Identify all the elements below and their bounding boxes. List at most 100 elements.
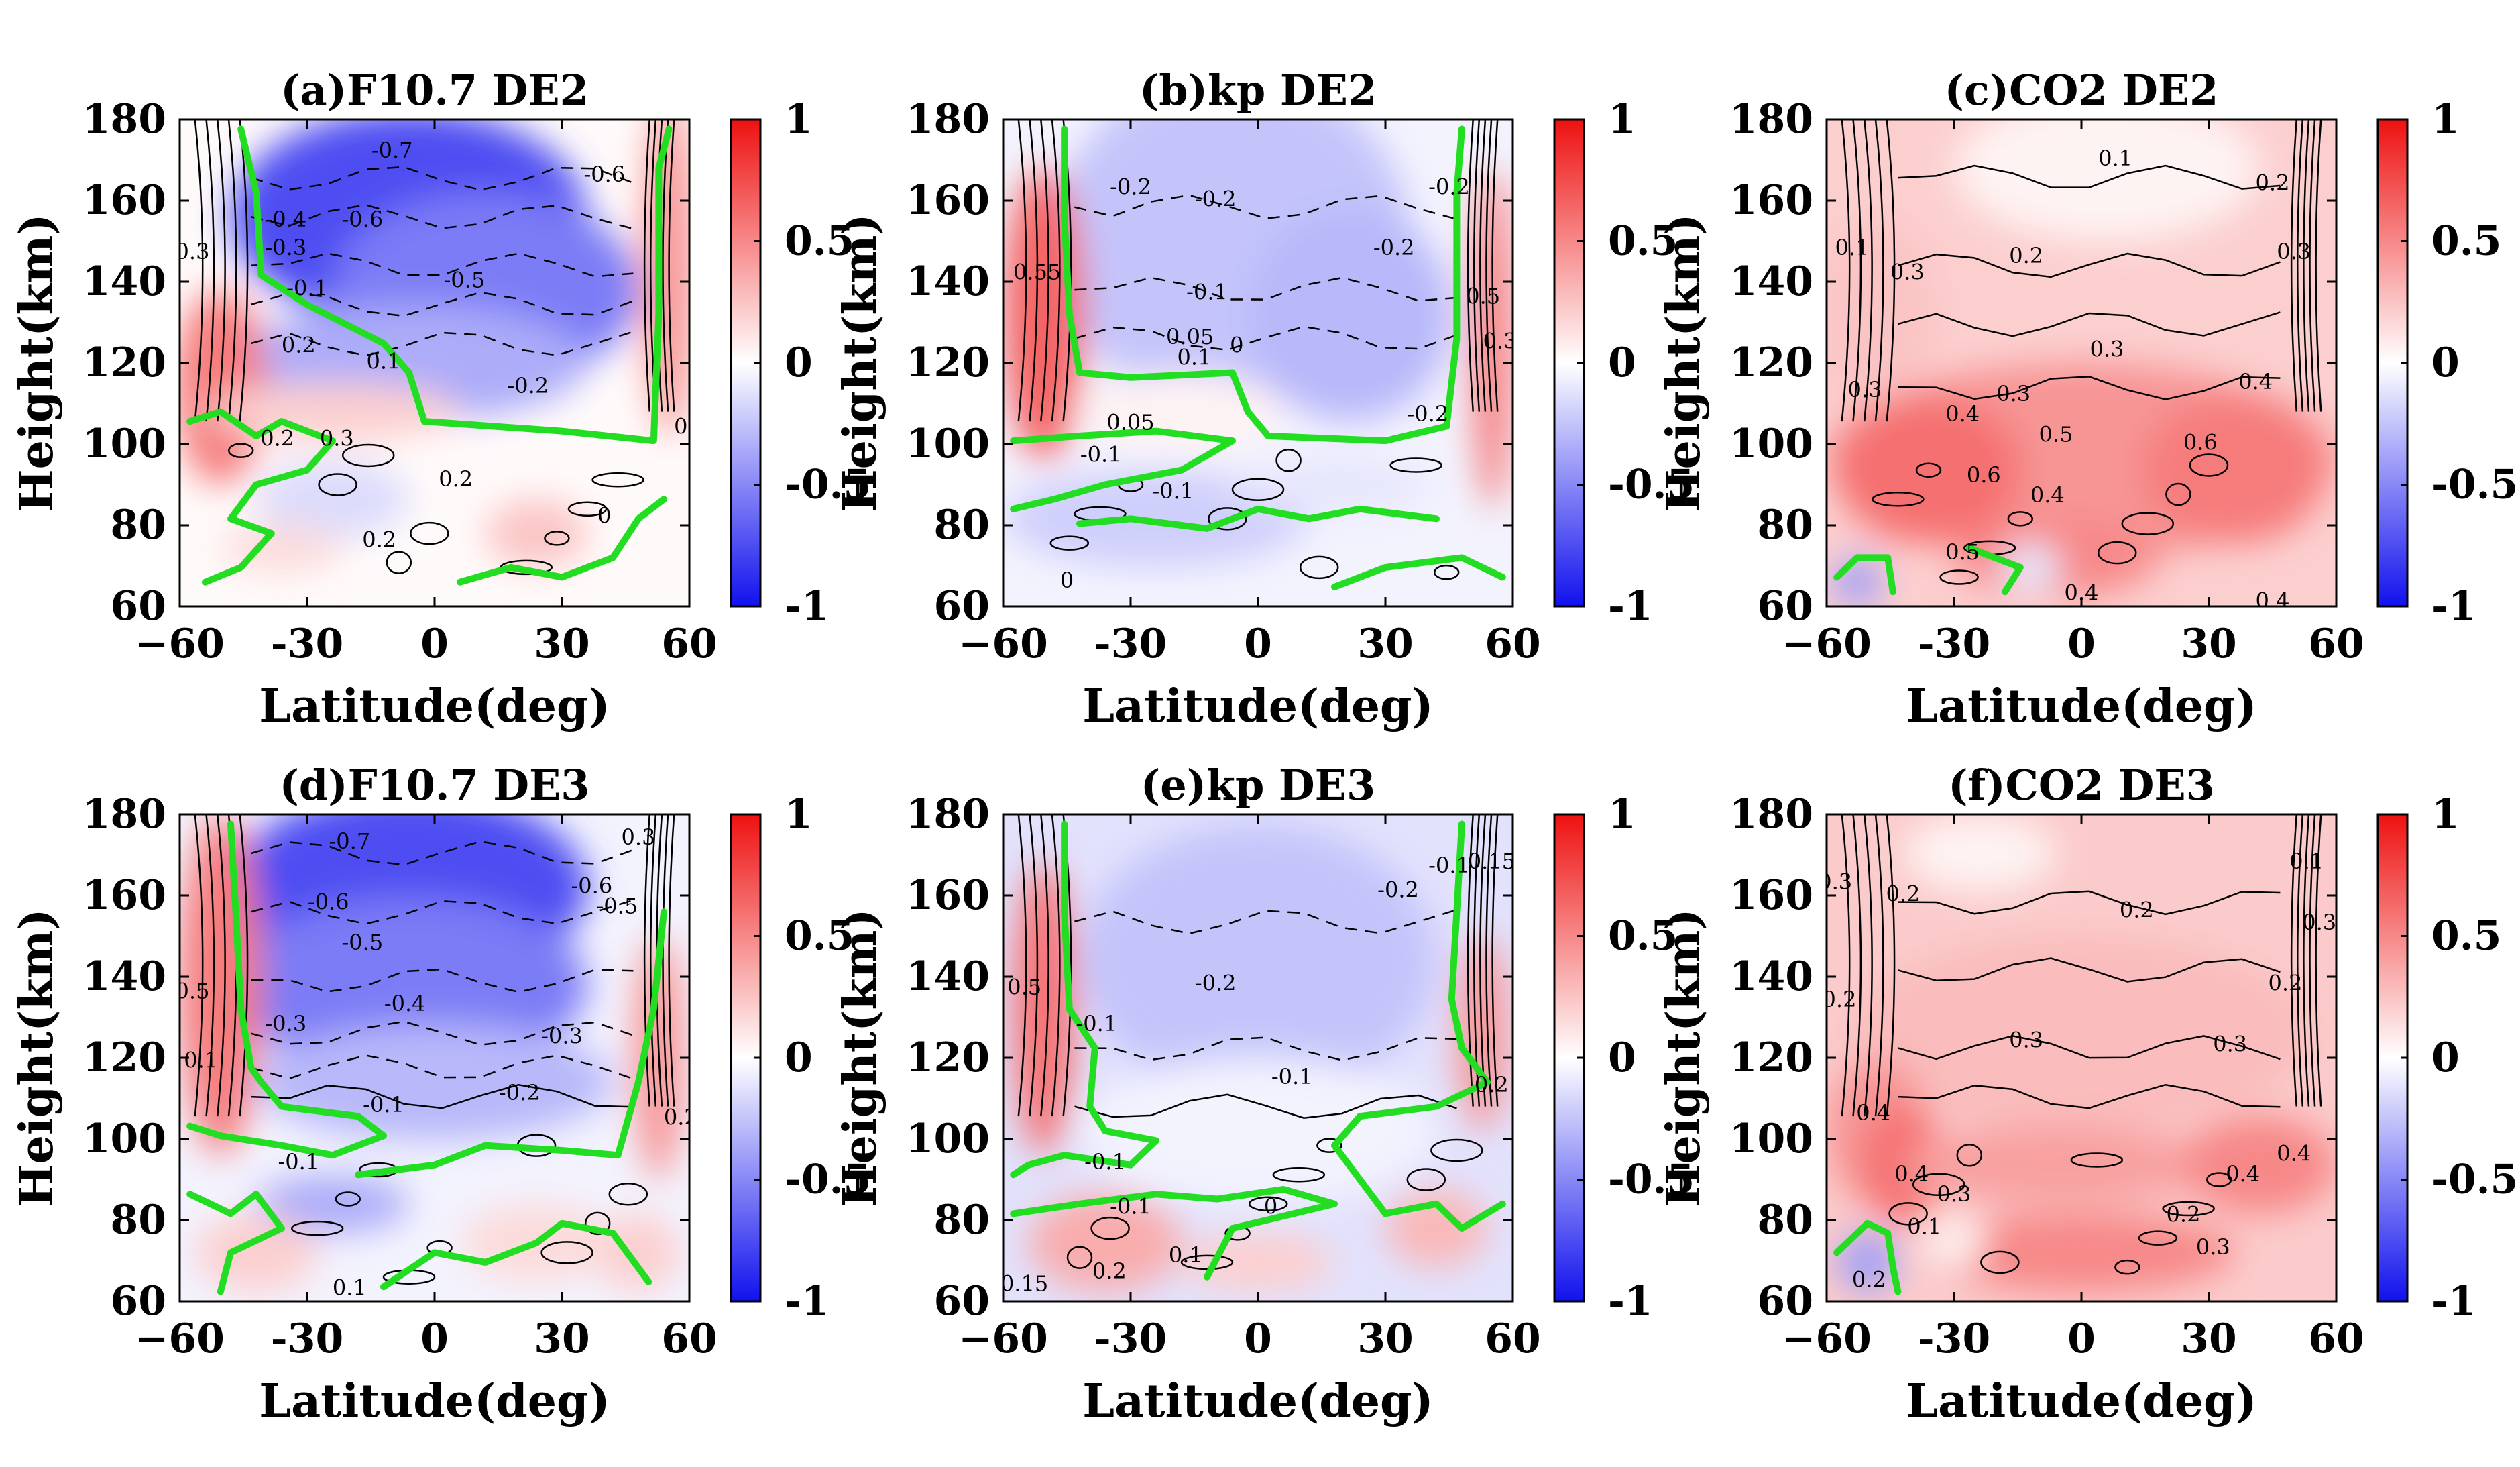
contour-label: 0.55 xyxy=(1013,259,1061,284)
colorbar-tick-label: 0.5 xyxy=(785,218,854,265)
contour-label: 0.1 xyxy=(1169,1242,1203,1268)
x-tick-label: -30 xyxy=(271,620,343,667)
contour-label: -0.1 xyxy=(1152,478,1194,504)
contour-label: 0.15 xyxy=(1000,1270,1048,1296)
colorbar-tick-label: 1 xyxy=(2431,791,2460,838)
x-axis-label: Latitude(deg) xyxy=(259,680,610,733)
contour-label: -0.5 xyxy=(443,268,485,293)
field-6: 0.1 0.2 0.3 0.2 0.3 0.2 0.2 0.3 0.3 0.4 0.4 0.3 0.4 0… xyxy=(1827,814,2336,1301)
x-tick-label: 60 xyxy=(661,1315,718,1362)
y-tick-label: 120 xyxy=(1729,339,1813,386)
contour-label: 0.2 xyxy=(260,425,294,451)
contour-label: 0.2 xyxy=(1092,1258,1127,1284)
x-tick-label: −60 xyxy=(958,1315,1048,1362)
contour-label: 0.1 xyxy=(2098,146,2132,171)
y-tick-label: 80 xyxy=(111,1197,167,1244)
contour-label: -0.5 xyxy=(596,893,638,919)
contour-label: -0.6 xyxy=(308,889,349,915)
y-tick-label: 120 xyxy=(906,1034,990,1081)
y-tick-label: 140 xyxy=(82,258,166,305)
colorbar-tick-label: 0 xyxy=(1608,339,1636,386)
colorbar-tick-label: -1 xyxy=(2431,583,2476,630)
colorbar-tick-label: -0.5 xyxy=(2431,1156,2518,1203)
contour-label: 0.2 xyxy=(439,466,473,492)
y-tick-label: 140 xyxy=(906,953,990,1000)
contour-label: -0.2 xyxy=(1407,401,1448,427)
y-axis-label: Height(km) xyxy=(834,213,887,512)
panel-2: -0.2 -0.2 -0.2-0.2-0.10.050.1 00.550.50.3-0… xyxy=(834,66,1695,733)
contour-label: 0.4 xyxy=(1856,1100,1890,1126)
y-tick-label: 100 xyxy=(82,1116,166,1162)
contour-label: -0.2 xyxy=(1373,235,1415,260)
contour-label: 0.4 xyxy=(2256,588,2290,613)
zero-contours-3 xyxy=(1833,544,2024,596)
contour-label: 0.2 xyxy=(2167,1201,2201,1227)
field-1: -0.7 -0.6 -0.6 -0.5 -0.4 -0.3 -0.1 -0.2 0.2 0.1 0.… xyxy=(176,119,689,606)
panel-6: 0.1 0.2 0.3 0.2 0.3 0.2 0.2 0.3 0.3 0.4 0.4 0.3 0.4 0… xyxy=(1657,761,2518,1428)
field-3: 0.1 0.2 0.1 0.3 0.2 0.3 0.3 0.3 0.3 0.4 0.4 0.5 0.6 0… xyxy=(1827,119,2336,613)
y-tick-label: 100 xyxy=(906,1116,990,1162)
contour-label: 0.3 xyxy=(2277,239,2311,264)
x-tick-label: −60 xyxy=(135,620,225,667)
x-tick-label: -30 xyxy=(1094,1315,1167,1362)
contour-label: 0.2 xyxy=(2120,898,2154,923)
x-tick-label: 0 xyxy=(1244,620,1272,667)
colorbar-tick-label: 1 xyxy=(785,96,813,143)
x-tick-label: -30 xyxy=(1918,1315,1990,1362)
contour-label: -0.4 xyxy=(265,207,306,232)
contour-label: 0.2 xyxy=(1475,1072,1509,1097)
colorbar-tick-label: -1 xyxy=(1608,1278,1653,1325)
y-tick-label: 140 xyxy=(82,953,166,1000)
contour-label: 0.3 xyxy=(2213,1031,2247,1056)
x-axis-label: Latitude(deg) xyxy=(1906,680,2256,733)
colorbar: 1 0.5 0 -0.5 -1 xyxy=(2376,96,2518,630)
y-axis-label: Height(km) xyxy=(834,908,887,1207)
contour-label: -0.3 xyxy=(541,1023,583,1048)
y-tick-label: 160 xyxy=(82,177,166,224)
panel-3: 0.1 0.2 0.1 0.3 0.2 0.3 0.3 0.3 0.3 0.4 0.4 0.5 0.6 0… xyxy=(1657,66,2518,733)
contour-label: 0.05 xyxy=(1166,324,1214,349)
colorbar-tick-label: 0 xyxy=(785,339,813,386)
contour-label: 0.4 xyxy=(1894,1161,1929,1187)
contour-label: -0.1 xyxy=(1110,1193,1151,1219)
colorbar-tick-label: -0.5 xyxy=(1608,461,1695,508)
colorbar-tick-label: 1 xyxy=(1608,96,1636,143)
y-tick-label: 160 xyxy=(1729,872,1813,919)
panel-5: -0.2-0.10.15-0.2-0.1-0.10.5-0.1-0.10.20.… xyxy=(834,761,1695,1428)
panel-title: (e)kp DE3 xyxy=(1141,761,1375,810)
y-tick-label: 180 xyxy=(1729,791,1813,838)
contour-label: 0.5 xyxy=(1466,284,1500,309)
colorbar: 1 0.5 0 -0.5 -1 xyxy=(1553,96,1695,630)
x-tick-label: 60 xyxy=(661,620,718,667)
colorbar-tick-label: 1 xyxy=(1608,791,1636,838)
contour-label: 0.3 xyxy=(2196,1234,2230,1260)
y-tick-label: 60 xyxy=(111,583,167,630)
contour-label: 0.3 xyxy=(1996,381,2030,406)
contour-label: 0 xyxy=(1060,567,1074,593)
colorbar-tick-label: 0.5 xyxy=(2431,913,2501,960)
contour-label: 0.3 xyxy=(176,239,210,264)
colorbar-tick-label: 0 xyxy=(785,1034,813,1081)
x-tick-label: 0 xyxy=(420,620,449,667)
y-axis-label: Height(km) xyxy=(1657,213,1711,512)
colorbar-tick-label: 0 xyxy=(2431,339,2460,386)
x-tick-label: 30 xyxy=(2181,1315,2237,1362)
y-tick-label: 80 xyxy=(934,1197,990,1244)
contour-label: 0.5 xyxy=(1945,539,1980,565)
colorbar-tick-label: -0.5 xyxy=(1608,1156,1695,1203)
x-tick-label: 60 xyxy=(2308,1315,2364,1362)
y-tick-label: 80 xyxy=(1758,502,1814,549)
contour-label: 0.3 xyxy=(1848,377,1882,402)
y-tick-label: 60 xyxy=(1758,1278,1814,1325)
contour-label: 0 xyxy=(1230,332,1243,358)
contour-label: 0.2 xyxy=(362,527,396,553)
x-tick-label: 30 xyxy=(1357,620,1414,667)
y-tick-label: 100 xyxy=(906,421,990,468)
y-tick-label: 60 xyxy=(111,1278,167,1325)
contour-label: -0.2 xyxy=(1195,971,1237,996)
field-5: -0.2-0.10.15-0.2-0.1-0.10.5-0.1-0.10.20.… xyxy=(1000,814,1513,1301)
colorbar-tick-label: -1 xyxy=(1608,583,1653,630)
contour-label: -0.4 xyxy=(384,991,426,1016)
x-tick-label: −60 xyxy=(1782,1315,1872,1362)
x-axis-label: Latitude(deg) xyxy=(1906,1374,2256,1428)
